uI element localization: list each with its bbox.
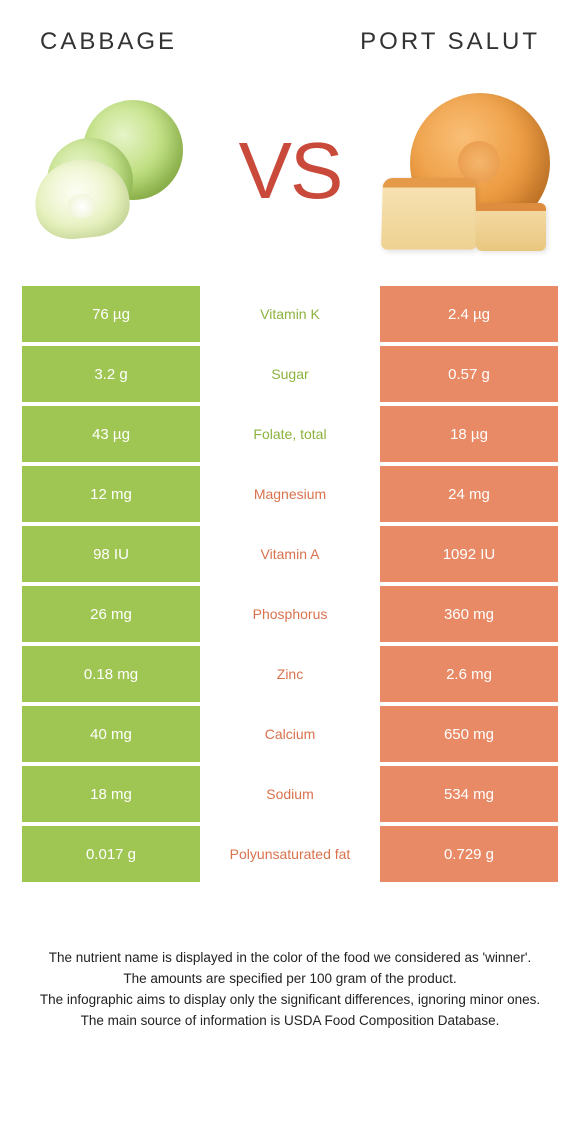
nutrient-label-cell: Phosphorus [200, 586, 380, 642]
nutrient-label-cell: Zinc [200, 646, 380, 702]
table-row: 3.2 gSugar0.57 g [22, 346, 558, 402]
cabbage-image [30, 86, 200, 256]
nutrient-label-cell: Polyunsaturated fat [200, 826, 380, 882]
left-value-cell: 0.18 mg [22, 646, 200, 702]
right-value-cell: 0.729 g [380, 826, 558, 882]
right-value-cell: 0.57 g [380, 346, 558, 402]
table-row: 0.017 gPolyunsaturated fat0.729 g [22, 826, 558, 882]
vs-label: VS [239, 125, 342, 217]
left-value-cell: 18 mg [22, 766, 200, 822]
footer-notes: The nutrient name is displayed in the co… [0, 886, 580, 1032]
nutrient-label-cell: Calcium [200, 706, 380, 762]
left-value-cell: 98 IU [22, 526, 200, 582]
left-value-cell: 43 µg [22, 406, 200, 462]
left-value-cell: 26 mg [22, 586, 200, 642]
footer-line: The infographic aims to display only the… [28, 990, 552, 1011]
nutrient-label-cell: Sugar [200, 346, 380, 402]
table-row: 0.18 mgZinc2.6 mg [22, 646, 558, 702]
nutrient-label-cell: Vitamin K [200, 286, 380, 342]
footer-line: The main source of information is USDA F… [28, 1011, 552, 1032]
right-value-cell: 1092 IU [380, 526, 558, 582]
table-row: 18 mgSodium534 mg [22, 766, 558, 822]
right-value-cell: 534 mg [380, 766, 558, 822]
comparison-table: 76 µgVitamin K2.4 µg3.2 gSugar0.57 g43 µ… [0, 286, 580, 882]
left-food-title: CABBAGE [40, 28, 177, 56]
table-row: 40 mgCalcium650 mg [22, 706, 558, 762]
table-row: 76 µgVitamin K2.4 µg [22, 286, 558, 342]
nutrient-label-cell: Vitamin A [200, 526, 380, 582]
table-row: 12 mgMagnesium24 mg [22, 466, 558, 522]
table-row: 98 IUVitamin A1092 IU [22, 526, 558, 582]
hero-row: VS [0, 66, 580, 286]
right-food-title: PORT SALUT [360, 28, 540, 56]
right-value-cell: 2.4 µg [380, 286, 558, 342]
right-value-cell: 2.6 mg [380, 646, 558, 702]
right-value-cell: 18 µg [380, 406, 558, 462]
left-value-cell: 3.2 g [22, 346, 200, 402]
nutrient-label-cell: Sodium [200, 766, 380, 822]
right-value-cell: 650 mg [380, 706, 558, 762]
left-value-cell: 40 mg [22, 706, 200, 762]
footer-line: The amounts are specified per 100 gram o… [28, 969, 552, 990]
port-salut-image [380, 86, 550, 256]
left-value-cell: 12 mg [22, 466, 200, 522]
table-row: 43 µgFolate, total18 µg [22, 406, 558, 462]
nutrient-label-cell: Magnesium [200, 466, 380, 522]
footer-line: The nutrient name is displayed in the co… [28, 948, 552, 969]
table-row: 26 mgPhosphorus360 mg [22, 586, 558, 642]
right-value-cell: 360 mg [380, 586, 558, 642]
left-value-cell: 76 µg [22, 286, 200, 342]
nutrient-label-cell: Folate, total [200, 406, 380, 462]
left-value-cell: 0.017 g [22, 826, 200, 882]
header: CABBAGE PORT SALUT [0, 0, 580, 66]
right-value-cell: 24 mg [380, 466, 558, 522]
